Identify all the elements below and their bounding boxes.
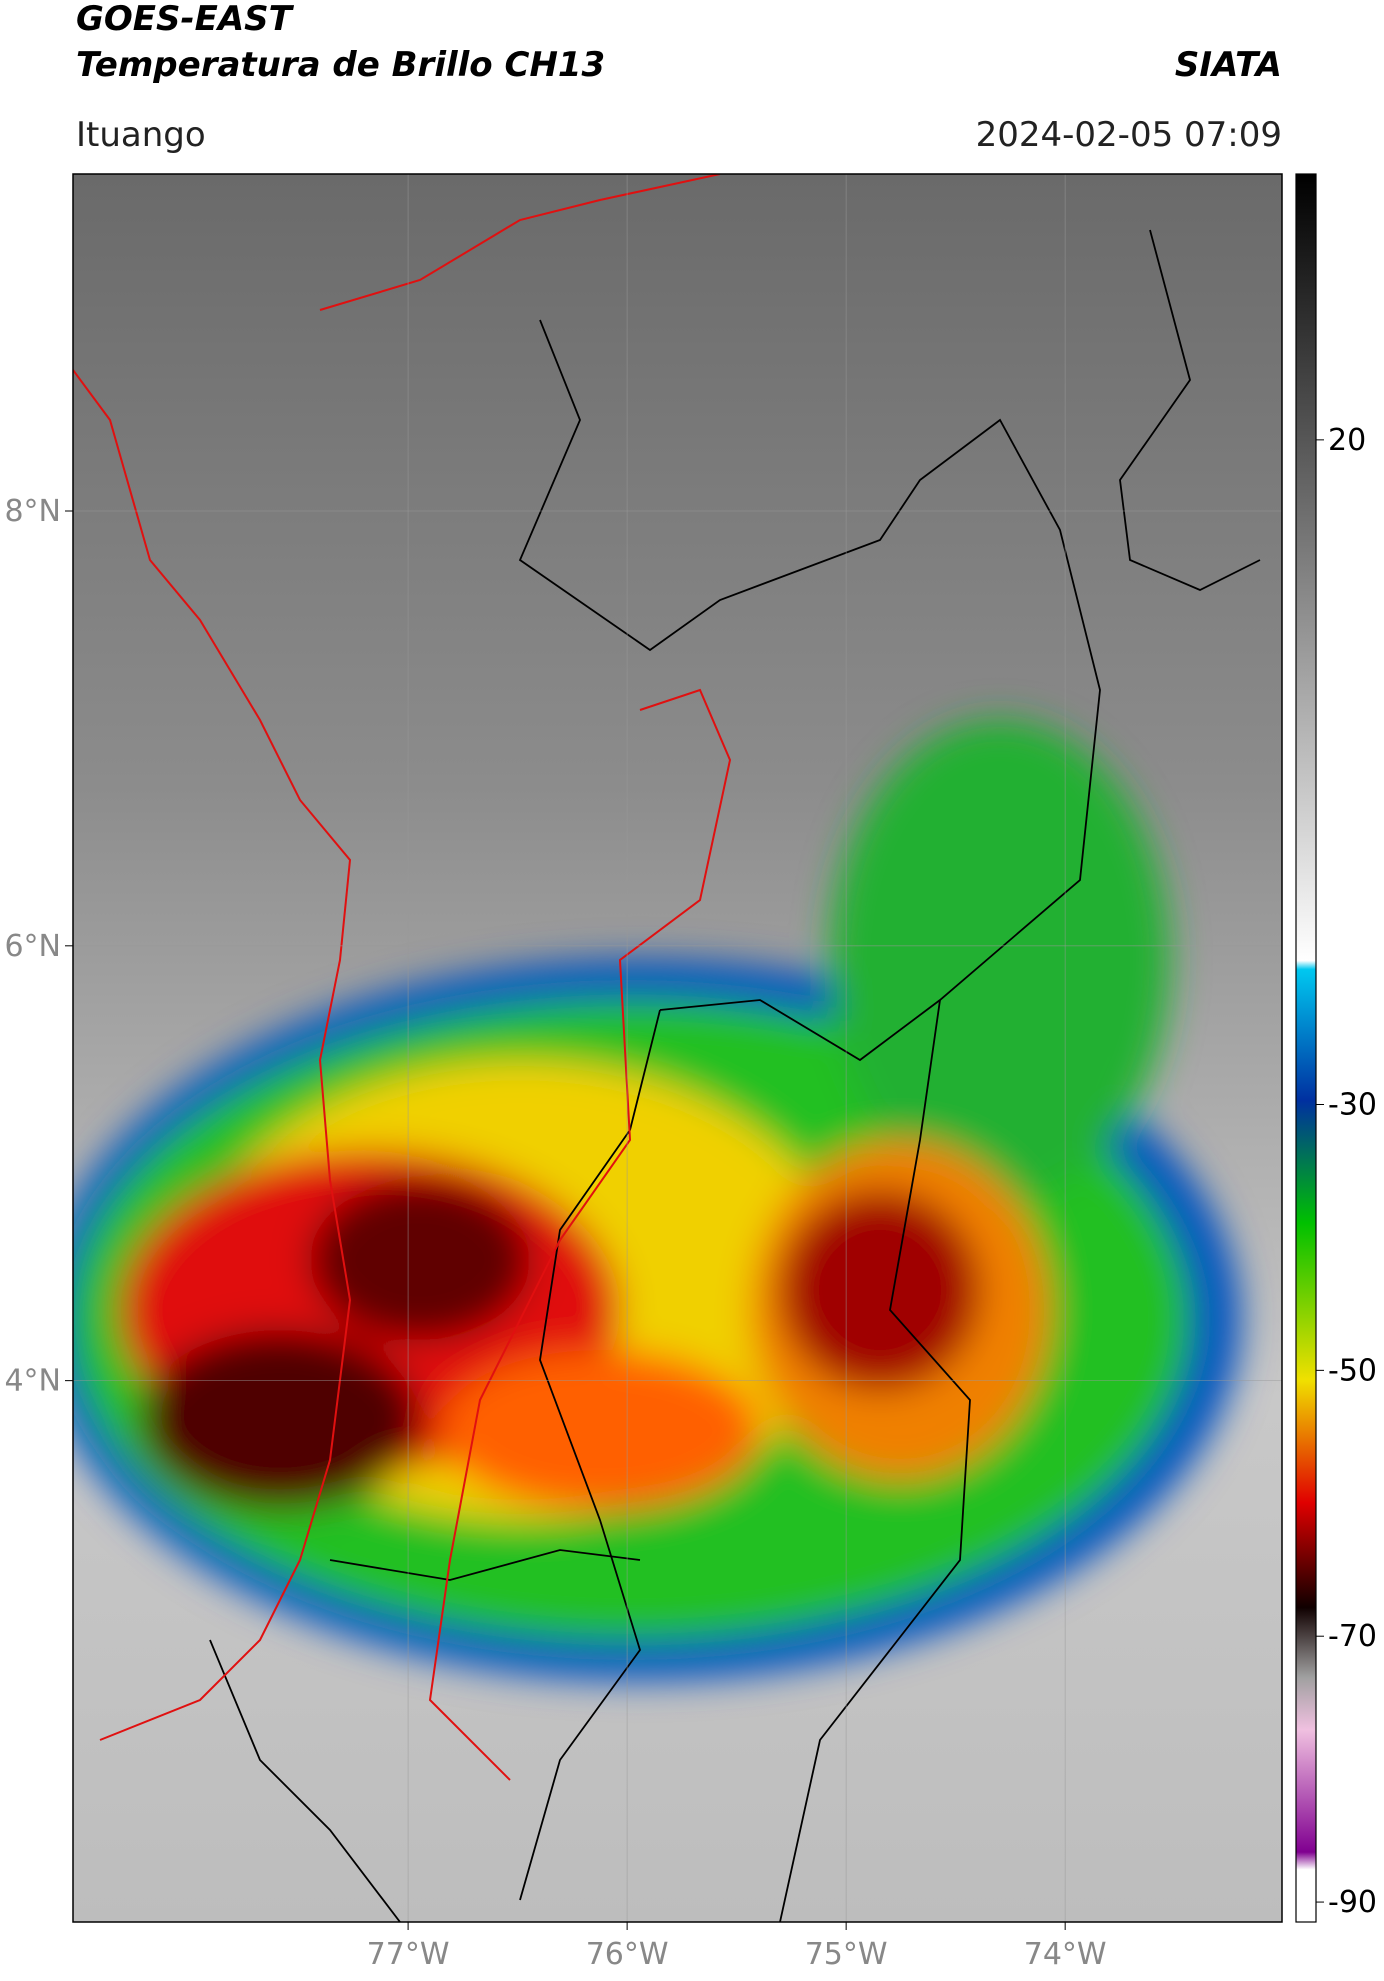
y-tick-label: 4°N <box>4 1364 61 1399</box>
map-frame <box>72 173 1283 1923</box>
x-tick-label: 75°W <box>805 1937 888 1972</box>
x-tick-label: 77°W <box>367 1937 450 1972</box>
map-image <box>73 174 1282 1922</box>
colorbar-tick-label: -90 <box>1328 1885 1377 1920</box>
title: GOES-EAST <box>76 0 295 39</box>
y-tick-label: 8°N <box>4 494 61 529</box>
cloud-tops <box>73 720 1240 1680</box>
y-tick-label: 6°N <box>4 929 61 964</box>
x-tick-label: 76°W <box>586 1937 669 1972</box>
department-outline <box>73 174 732 1781</box>
source: SIATA <box>1175 45 1282 85</box>
datetime: 2024-02-05 07:09 <box>976 115 1282 155</box>
x-tick-label: 74°W <box>1024 1937 1107 1972</box>
colorbar <box>1295 173 1317 1923</box>
borders <box>209 229 1261 1922</box>
colorbar-tick-label: -70 <box>1328 1619 1377 1654</box>
region: Ituango <box>76 115 206 155</box>
grid <box>73 174 1282 1922</box>
subtitle: Temperatura de Brillo CH13 <box>76 45 605 85</box>
colorbar-tick-label: -30 <box>1328 1087 1377 1122</box>
colorbar-tick-label: -50 <box>1328 1353 1377 1388</box>
colorbar-tick-label: 20 <box>1328 423 1366 458</box>
